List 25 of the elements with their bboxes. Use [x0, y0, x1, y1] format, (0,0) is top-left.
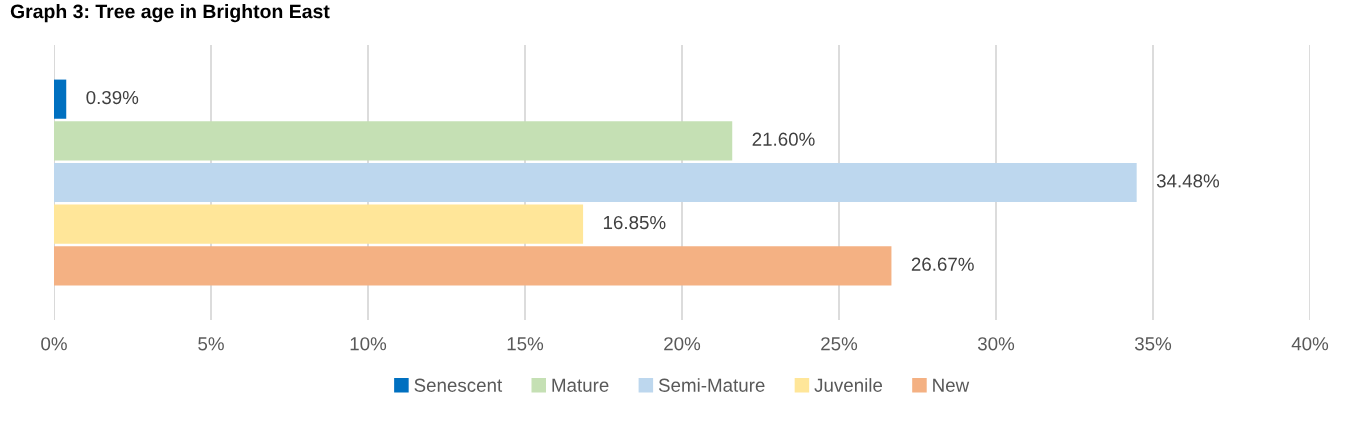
bar — [54, 204, 584, 244]
bar — [54, 162, 1137, 203]
x-tick-label: 10% — [350, 337, 387, 351]
data-label: 0.39% — [86, 90, 139, 105]
bar — [54, 246, 892, 286]
x-tick-label: 30% — [977, 337, 1015, 351]
legend-label: New — [933, 378, 970, 392]
data-label: 16.85% — [603, 215, 666, 230]
data-label: 26.67% — [911, 257, 974, 271]
legend-label: Semi-Mature — [658, 378, 765, 392]
x-tick-label: 20% — [664, 337, 701, 351]
x-tick-label: 40% — [1291, 337, 1329, 351]
bar — [54, 79, 67, 119]
data-label: 21.60% — [752, 132, 815, 146]
x-tick-label: 5% — [198, 337, 224, 351]
x-tick-label: 25% — [821, 337, 858, 351]
x-tick-label: 15% — [507, 337, 544, 351]
x-tick-label: 35% — [1134, 337, 1172, 351]
legend-label: Senescent — [414, 378, 503, 392]
chart-title: Graph 3: Tree age in Brighton East — [10, 4, 330, 23]
legend-label: Juvenile — [814, 378, 883, 392]
x-tick-label: 0% — [41, 337, 67, 351]
legend-label: Mature — [552, 378, 609, 392]
bar — [54, 121, 733, 161]
data-label: 34.48% — [1156, 174, 1220, 188]
